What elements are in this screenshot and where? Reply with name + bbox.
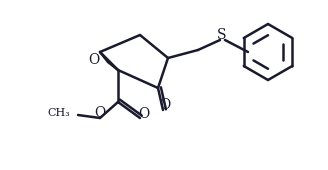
Text: CH₃: CH₃ (47, 108, 70, 118)
Text: S: S (217, 28, 227, 42)
Text: O: O (159, 98, 171, 112)
Text: O: O (94, 106, 106, 120)
Text: O: O (88, 53, 100, 67)
Text: O: O (138, 107, 150, 121)
